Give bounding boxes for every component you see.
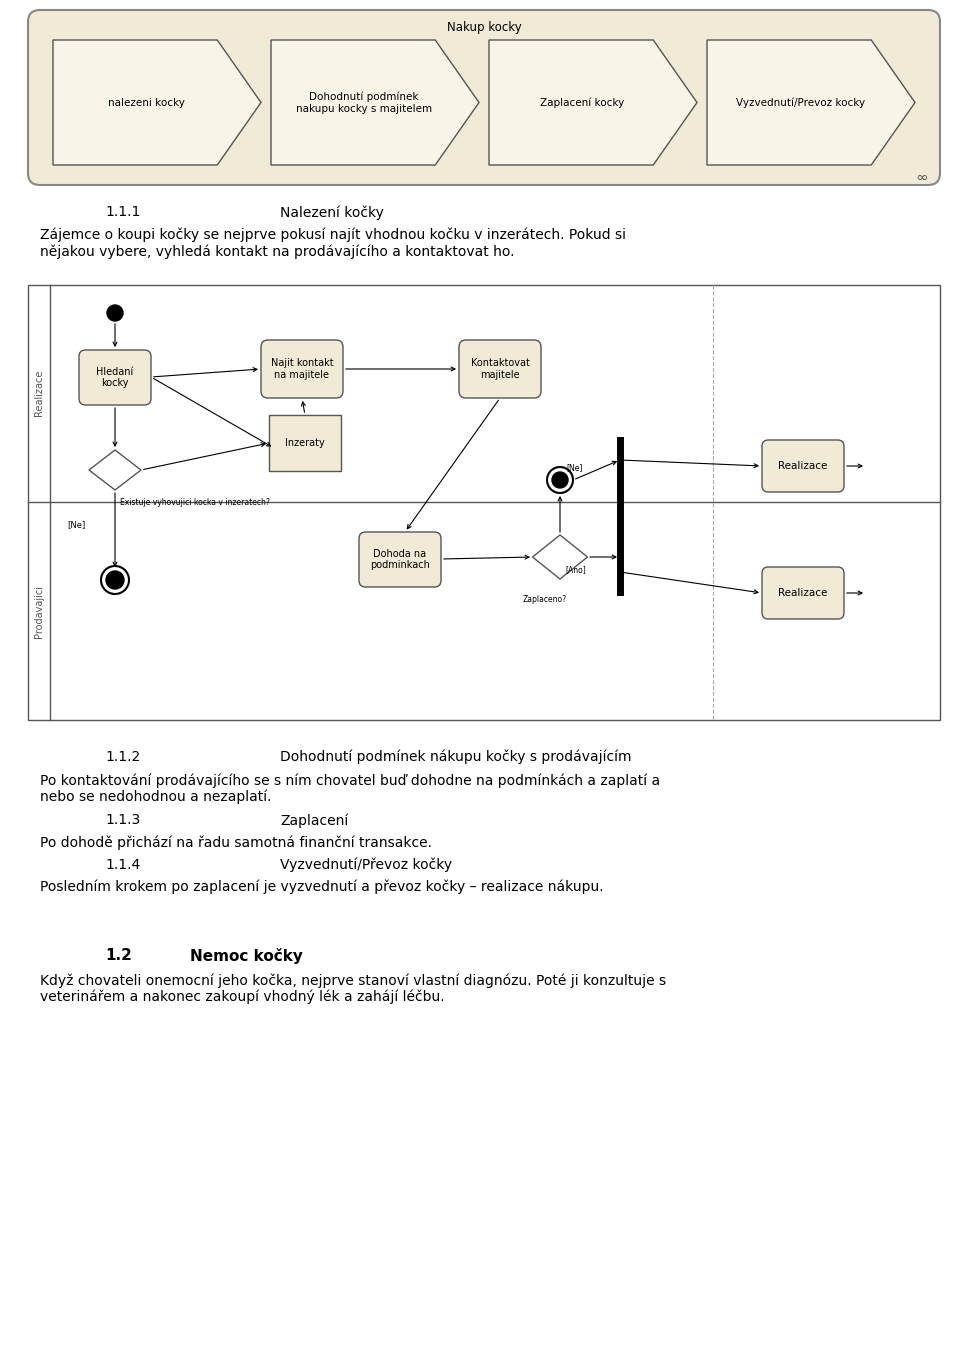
Circle shape	[866, 453, 892, 478]
FancyBboxPatch shape	[261, 340, 343, 398]
Text: Realizace: Realizace	[34, 370, 44, 416]
Polygon shape	[53, 39, 261, 164]
Text: Vyzvednutí/Prevoz kocky: Vyzvednutí/Prevoz kocky	[735, 98, 865, 107]
Text: Nalezení kočky: Nalezení kočky	[280, 205, 384, 220]
Bar	[269, 414, 341, 472]
Text: Po dohodě přichází na řadu samotná finanční transakce.: Po dohodě přichází na řadu samotná finan…	[40, 834, 432, 849]
Text: Posledním krokem po zaplacení je vyzvednutí a převoz kočky – realizace nákupu.: Posledním krokem po zaplacení je vyzvedn…	[40, 881, 604, 894]
Text: [Ne]: [Ne]	[67, 520, 85, 529]
Polygon shape	[271, 39, 479, 164]
Text: 1.1.3: 1.1.3	[105, 813, 140, 828]
FancyBboxPatch shape	[79, 351, 151, 405]
Text: Zaplaceno?: Zaplaceno?	[523, 595, 567, 603]
Text: Dohodnutí podmínek nákupu kočky s prodávajícím: Dohodnutí podmínek nákupu kočky s prodáv…	[280, 750, 632, 765]
Text: [Ne]: [Ne]	[566, 463, 583, 472]
Text: ∞: ∞	[916, 170, 928, 185]
Bar	[28, 285, 940, 720]
Polygon shape	[533, 535, 588, 579]
Text: Realizace: Realizace	[779, 461, 828, 472]
Text: Vyzvednutí/Převoz kočky: Vyzvednutí/Převoz kočky	[280, 858, 452, 872]
FancyBboxPatch shape	[28, 10, 940, 185]
FancyBboxPatch shape	[762, 567, 844, 618]
Text: nalezeni kocky: nalezeni kocky	[108, 98, 184, 107]
Circle shape	[866, 580, 892, 606]
Text: 1.1.4: 1.1.4	[105, 858, 140, 872]
Text: Zaplacení: Zaplacení	[280, 813, 348, 828]
Text: Po kontaktování prodávajícího se s ním chovatel buď dohodne na podmínkách a zapl: Po kontaktování prodávajícího se s ním c…	[40, 773, 660, 805]
Polygon shape	[489, 39, 697, 164]
Circle shape	[552, 472, 568, 488]
Text: Nemoc kočky: Nemoc kočky	[190, 949, 302, 964]
Text: Zaplacení kocky: Zaplacení kocky	[540, 98, 624, 107]
Text: 1.1.1: 1.1.1	[105, 205, 140, 219]
Text: Realizace: Realizace	[779, 588, 828, 598]
FancyBboxPatch shape	[762, 440, 844, 492]
Text: Najit kontakt
na majitele: Najit kontakt na majitele	[271, 359, 333, 379]
Text: Dohoda na
podminkach: Dohoda na podminkach	[370, 549, 430, 571]
Text: Nakup kocky: Nakup kocky	[446, 22, 521, 34]
Text: [Ano]: [Ano]	[565, 565, 586, 573]
Circle shape	[106, 571, 124, 588]
FancyBboxPatch shape	[459, 340, 541, 398]
Polygon shape	[707, 39, 915, 164]
Text: Inzeraty: Inzeraty	[285, 438, 324, 448]
Text: Prodavajici: Prodavajici	[34, 584, 44, 637]
Text: Dohodnutí podmínek
nakupu kocky s majitelem: Dohodnutí podmínek nakupu kocky s majite…	[296, 91, 432, 114]
Polygon shape	[89, 450, 141, 491]
Text: Existuje vyhovujici kocka v inzeratech?: Existuje vyhovujici kocka v inzeratech?	[120, 497, 270, 507]
Text: Zájemce o koupi kočky se nejprve pokusí najít vhodnou kočku v inzerátech. Pokud : Zájemce o koupi kočky se nejprve pokusí …	[40, 228, 626, 260]
Text: 1.1.2: 1.1.2	[105, 750, 140, 764]
Text: Když chovateli onemocní jeho kočka, nejprve stanoví vlastní diagnózu. Poté ji ko: Když chovateli onemocní jeho kočka, nejp…	[40, 973, 666, 1004]
Text: Hledaní
kocky: Hledaní kocky	[96, 367, 133, 389]
FancyBboxPatch shape	[359, 531, 441, 587]
Text: Kontaktovat
majitele: Kontaktovat majitele	[470, 359, 529, 379]
Text: 1.2: 1.2	[105, 949, 132, 964]
Circle shape	[107, 304, 123, 321]
